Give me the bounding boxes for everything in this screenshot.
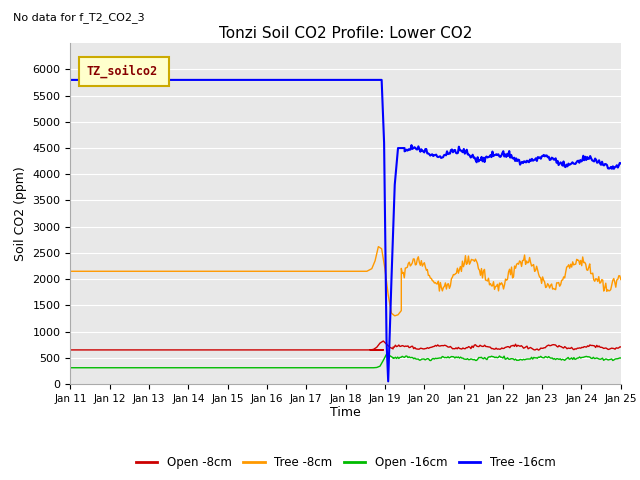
Text: TZ_soilco2: TZ_soilco2 [87, 65, 158, 78]
Y-axis label: Soil CO2 (ppm): Soil CO2 (ppm) [14, 166, 27, 261]
Text: No data for f_T2_CO2_3: No data for f_T2_CO2_3 [13, 12, 145, 23]
Legend: Open -8cm, Tree -8cm, Open -16cm, Tree -16cm: Open -8cm, Tree -8cm, Open -16cm, Tree -… [131, 451, 560, 474]
X-axis label: Time: Time [330, 407, 361, 420]
Title: Tonzi Soil CO2 Profile: Lower CO2: Tonzi Soil CO2 Profile: Lower CO2 [219, 25, 472, 41]
FancyBboxPatch shape [79, 57, 170, 86]
